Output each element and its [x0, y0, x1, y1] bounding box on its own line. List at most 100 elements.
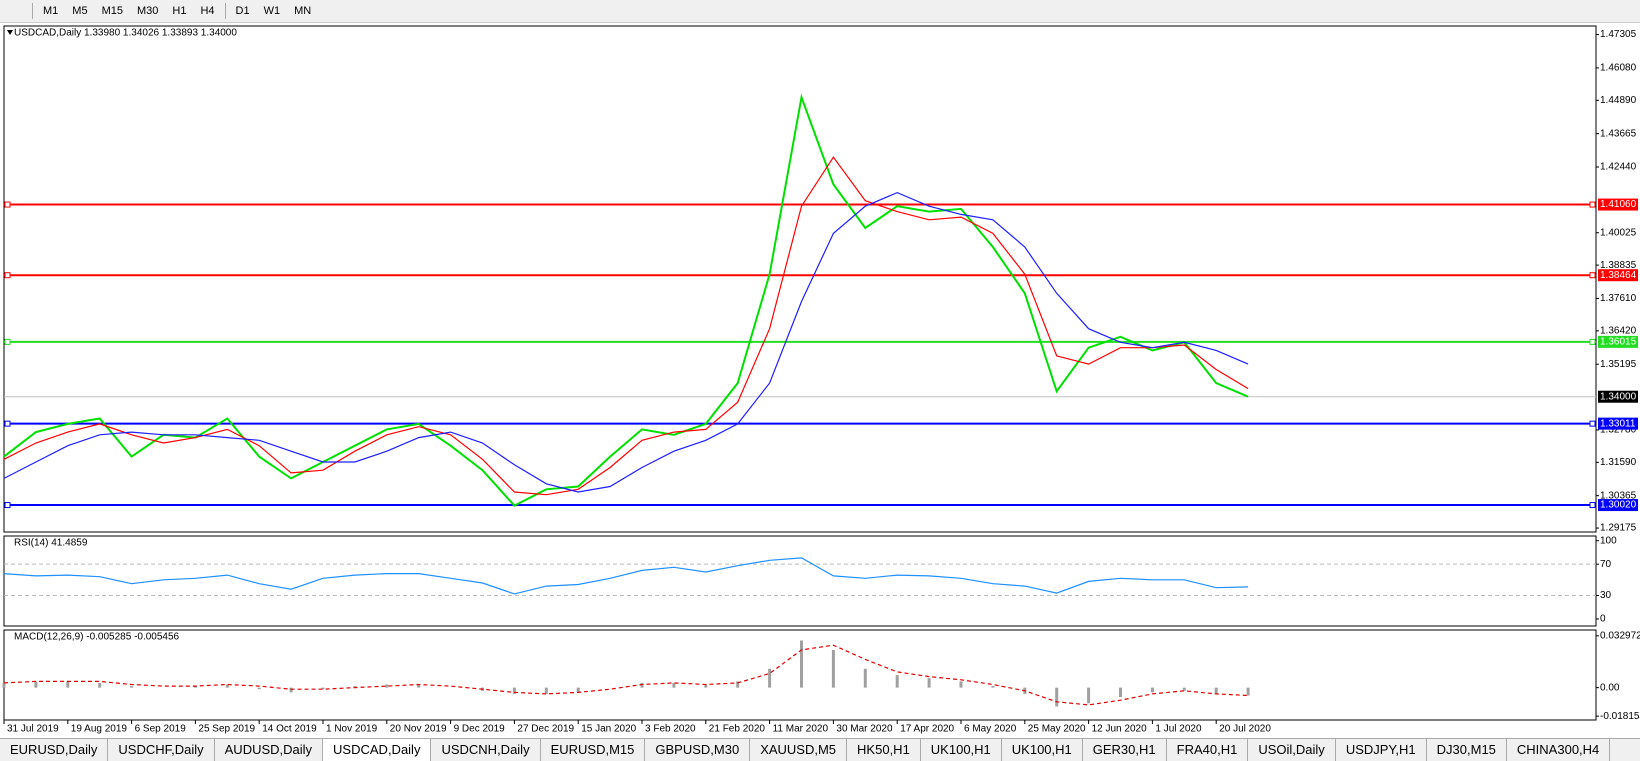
level-label-box: [1598, 269, 1638, 282]
symbol-tab[interactable]: FRA40,H1: [1167, 739, 1249, 761]
y-tick-label: 1.36420: [1600, 325, 1637, 336]
x-tick-label: 17 Apr 2020: [900, 724, 954, 735]
symbol-tab[interactable]: GBPUSD,M30: [645, 739, 751, 761]
x-tick-label: 20 Nov 2019: [390, 724, 447, 735]
y-tick-label: 0.032972: [1600, 630, 1640, 641]
timeframe-toolbar: M1 M5 M15 M30 H1 H4 D1 W1 MN: [0, 0, 1640, 23]
level-handle: [1589, 420, 1596, 427]
level-handle: [1589, 201, 1596, 208]
bid-label: 1.34000: [1600, 391, 1637, 402]
x-tick-label: 15 Jan 2020: [581, 724, 636, 735]
symbol-tab[interactable]: UK100,H1: [1002, 739, 1083, 761]
y-tick-label: 0.00: [1600, 682, 1620, 693]
level-label: 1.38464: [1600, 270, 1637, 281]
symbol-tab[interactable]: USDCAD,Daily: [323, 739, 432, 761]
y-tick-label: -0.018154: [1600, 711, 1640, 722]
symbol-tab[interactable]: CHINA300,H4: [1507, 739, 1611, 761]
price-panel: [3, 25, 1597, 533]
y-tick-label: 70: [1600, 559, 1612, 570]
symbol-tab[interactable]: EURUSD,Daily: [0, 739, 109, 761]
separator: [224, 3, 226, 19]
x-tick-label: 14 Oct 2019: [262, 724, 317, 735]
timeframe-button[interactable]: W1: [263, 5, 281, 17]
level-handle: [4, 272, 11, 279]
series-line: [3, 557, 1249, 595]
y-tick-label: 1.30365: [1600, 490, 1637, 501]
symbol-tab[interactable]: USDCNH,Daily: [431, 739, 541, 761]
x-tick-label: 1 Nov 2019: [326, 724, 378, 735]
y-tick-label: 1.44890: [1600, 95, 1637, 106]
timeframe-button[interactable]: MN: [294, 5, 312, 17]
symbol-tab[interactable]: USOil,Daily: [1248, 739, 1336, 761]
symbol-tab[interactable]: USDCHF,Daily: [108, 739, 215, 761]
y-tick-label: 1.46080: [1600, 63, 1637, 74]
x-tick-label: 11 Mar 2020: [773, 724, 829, 735]
timeframe-button[interactable]: M1: [43, 5, 59, 17]
symbol-tab[interactable]: EURUSD,M15: [541, 739, 646, 761]
x-tick-label: 20 Jul 2020: [1219, 724, 1271, 735]
x-tick-label: 31 Jul 2019: [7, 724, 59, 735]
macd-panel: [3, 629, 1597, 721]
y-tick-label: 1.42440: [1600, 162, 1637, 173]
symbol-tab[interactable]: DJ30,M15: [1427, 739, 1507, 761]
timeframe-button[interactable]: M15: [101, 5, 123, 17]
level-handle: [4, 338, 11, 345]
y-tick-label: 1.40025: [1600, 227, 1637, 238]
bid-label-box: [1598, 390, 1638, 403]
x-tick-label: 25 Sep 2019: [198, 724, 255, 735]
separator: [32, 3, 33, 19]
level-handle: [4, 201, 11, 208]
x-tick-label: 25 May 2020: [1028, 724, 1086, 735]
x-tick-label: 1 Jul 2020: [1155, 724, 1202, 735]
level-label-box: [1598, 198, 1638, 211]
level-handle: [1589, 502, 1596, 509]
timeframe-button[interactable]: H1: [172, 5, 187, 17]
y-tick-label: 0: [1600, 614, 1606, 625]
y-tick-label: 1.47305: [1600, 29, 1637, 40]
timeframe-button[interactable]: D1: [235, 5, 250, 17]
timeframe-button[interactable]: M5: [72, 5, 88, 17]
level-label-box: [1598, 499, 1638, 512]
x-tick-label: 30 Mar 2020: [836, 724, 893, 735]
x-tick-label: 9 Dec 2019: [454, 724, 506, 735]
timeframe-button[interactable]: H4: [200, 5, 215, 17]
symbol-tab[interactable]: HK50,H1: [847, 739, 921, 761]
chart-window: USDCAD,Daily 1.33980 1.34026 1.33893 1.3…: [2, 25, 1640, 735]
y-tick-label: 1.31590: [1600, 457, 1637, 468]
level-handle: [4, 420, 11, 427]
symbol-tab[interactable]: UK100,H1: [921, 739, 1002, 761]
y-tick-label: 1.32780: [1600, 425, 1637, 436]
legend-arrow: [7, 30, 13, 35]
y-tick-label: 1.35195: [1600, 359, 1637, 370]
x-tick-label: 27 Dec 2019: [517, 724, 574, 735]
level-label: 1.36015: [1600, 337, 1637, 348]
y-tick-label: 1.43665: [1600, 128, 1637, 139]
indicator-title: USDCAD,Daily 1.33980 1.34026 1.33893 1.3…: [14, 28, 237, 39]
x-tick-label: 21 Feb 2020: [709, 724, 766, 735]
y-tick-label: 30: [1600, 590, 1612, 601]
x-tick-label: 19 Aug 2019: [71, 724, 128, 735]
symbol-tab[interactable]: USDJPY,H1: [1336, 739, 1427, 761]
level-handle: [4, 502, 11, 509]
y-tick-label: 1.38835: [1600, 260, 1637, 271]
indicator-title: RSI(14) 41.4859: [14, 538, 88, 549]
x-tick-label: 3 Feb 2020: [645, 724, 696, 735]
x-tick-label: 12 Jun 2020: [1092, 724, 1147, 735]
series-line: [3, 644, 1249, 706]
level-label-box: [1598, 335, 1638, 348]
symbol-tab[interactable]: XAUUSD,M5: [750, 739, 848, 761]
symbol-tabs: EURUSD,Daily USDCHF,Daily AUDUSD,Daily USDC…: [0, 738, 1640, 761]
indicator-title: MACD(12,26,9) -0.005285 -0.005456: [14, 632, 180, 643]
y-tick-label: 100: [1600, 535, 1617, 546]
series-line: [3, 93, 1249, 507]
rsi-panel: [3, 535, 1597, 627]
symbol-tab[interactable]: GER30,H1: [1083, 739, 1167, 761]
level-label: 1.41060: [1600, 199, 1637, 210]
timeframe-button[interactable]: M30: [136, 5, 159, 17]
level-handle: [1589, 272, 1596, 279]
y-tick-label: 1.29175: [1600, 523, 1637, 534]
symbol-tab[interactable]: AUDUSD,Daily: [215, 739, 324, 761]
level-handle: [1589, 338, 1596, 345]
level-label-box: [1598, 417, 1638, 430]
